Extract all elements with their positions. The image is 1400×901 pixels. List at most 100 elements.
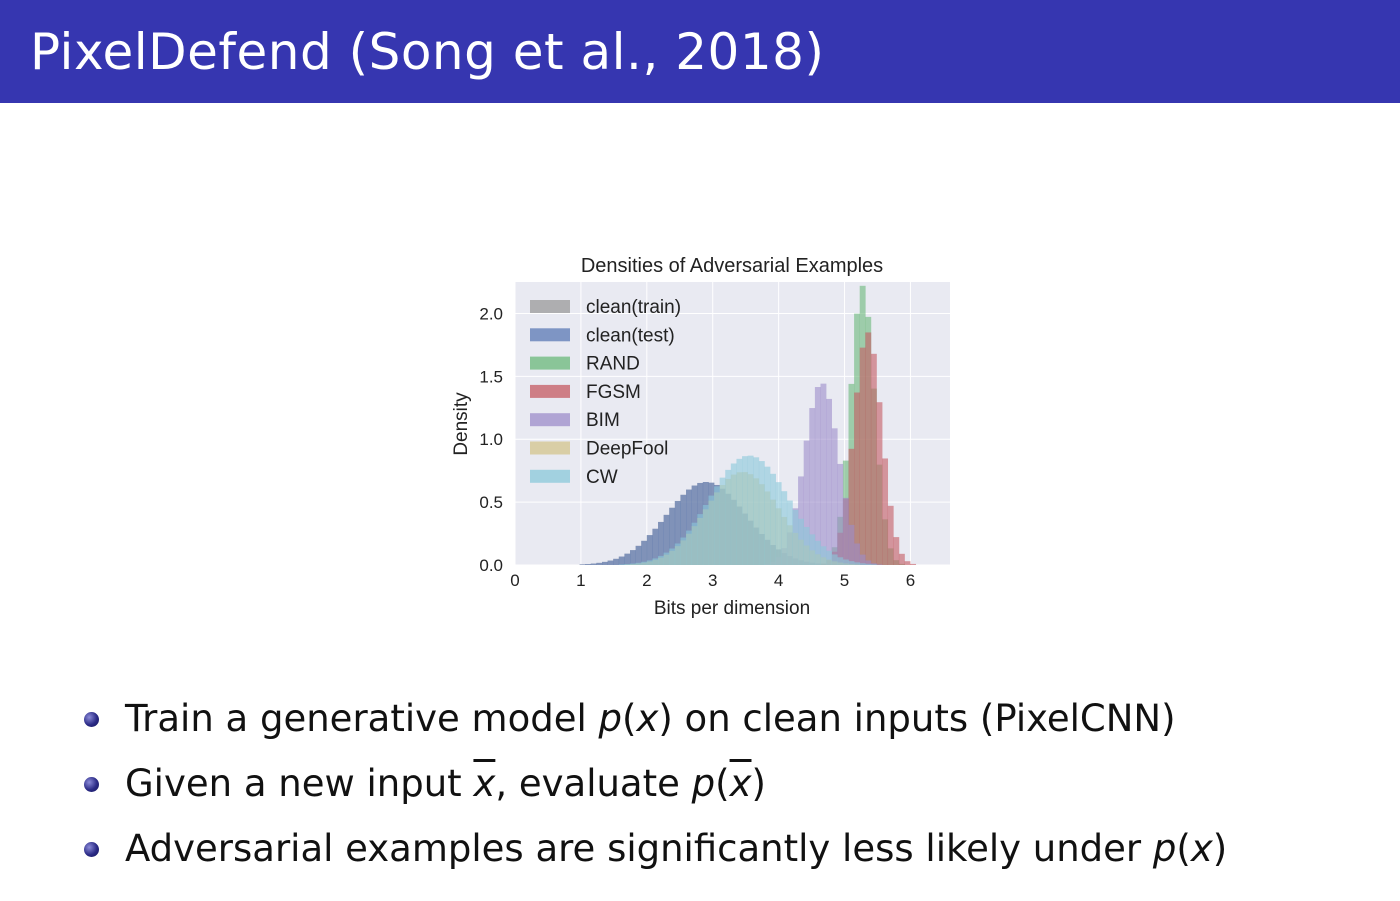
histogram-bar	[848, 448, 855, 565]
math-paren: )	[751, 762, 766, 805]
histogram-bar	[652, 558, 659, 565]
legend-label: CW	[586, 467, 618, 488]
math-x-bar: x	[729, 762, 752, 805]
x-tick-labels: 0 1 2 3 4 5 6	[510, 571, 915, 590]
x-tick-label: 3	[708, 571, 717, 590]
legend-swatch	[530, 384, 570, 398]
histogram-bar	[725, 469, 732, 565]
histogram-bar	[652, 528, 659, 565]
bullet-dot	[84, 777, 99, 792]
math-paren: )	[658, 697, 673, 740]
histogram-bar	[736, 458, 743, 565]
histogram-bar	[674, 543, 681, 565]
histogram-bar	[691, 522, 698, 565]
histogram-bar	[764, 466, 771, 565]
histogram-bar	[887, 505, 894, 565]
histogram-bar	[882, 458, 889, 565]
histogram-bar	[669, 548, 676, 565]
legend-label: DeepFool	[586, 439, 668, 460]
histogram-bar	[809, 534, 816, 565]
histogram-bar	[842, 559, 849, 565]
x-tick-label: 6	[906, 571, 915, 590]
histogram-bar	[837, 463, 844, 565]
legend: clean(train) clean(test) RAND FGSM BIM DeepFo…	[530, 297, 681, 488]
histogram-bar	[904, 561, 911, 565]
y-tick-label: 0.5	[479, 493, 503, 512]
histogram-bar	[820, 546, 827, 565]
bullet-item-3: Adversarial examples are significantly l…	[80, 820, 1380, 885]
histogram-bar	[730, 463, 737, 565]
histogram-bar	[680, 494, 687, 565]
histogram-bar	[842, 497, 849, 565]
math-x: x	[1190, 827, 1213, 870]
histogram-bar	[792, 509, 799, 565]
histogram-bar	[814, 540, 821, 565]
histogram-bar	[859, 554, 866, 565]
legend-swatch	[530, 356, 570, 370]
histogram-bar	[697, 514, 704, 565]
histogram-bar	[602, 561, 608, 565]
slide-header: PixelDefend (Song et al., 2018)	[0, 0, 1400, 103]
histogram-bar	[775, 482, 782, 565]
histogram-bar	[848, 524, 855, 565]
bullet-text: Given a new input	[125, 762, 474, 805]
histogram-bar	[820, 383, 827, 565]
histogram-bar	[910, 563, 917, 565]
density-chart: Densities of Adversarial Examples 0 1 2 3 4 5…	[440, 245, 980, 630]
math-p: p	[691, 762, 716, 805]
x-tick-label: 5	[840, 571, 849, 590]
histogram-bar	[854, 543, 861, 565]
y-tick-label: 2.0	[479, 304, 503, 323]
math-paren: (	[715, 762, 730, 805]
y-tick-label: 0.0	[479, 556, 503, 575]
histogram-bar	[658, 521, 664, 565]
histogram-bar	[893, 537, 900, 565]
histogram-bar	[630, 563, 636, 565]
histogram-bar	[786, 500, 793, 565]
histogram-bar	[831, 554, 838, 565]
histogram-bar	[803, 526, 810, 565]
histogram-bar	[753, 457, 760, 565]
histogram-bar	[596, 562, 603, 565]
histogram-bar	[680, 537, 687, 565]
histogram-bar	[579, 564, 586, 565]
histogram-bar	[658, 555, 664, 565]
legend-label: clean(train)	[586, 297, 681, 318]
histogram-bar	[719, 477, 726, 565]
histogram-bar	[826, 398, 832, 565]
histogram-bar	[641, 561, 648, 565]
histogram-bar	[686, 489, 692, 565]
histogram-bar	[646, 560, 653, 565]
histogram-bar	[814, 387, 821, 565]
histogram-bar	[848, 561, 855, 565]
histogram-bar	[635, 545, 642, 565]
histogram-bar	[613, 558, 620, 565]
bullet-text: , evaluate	[495, 762, 692, 805]
bullet-list: Train a generative model p(x) on clean i…	[80, 690, 1380, 885]
histogram-bar	[876, 564, 883, 565]
histogram-bars	[579, 285, 917, 565]
bullet-item-1: Train a generative model p(x) on clean i…	[80, 690, 1380, 755]
histogram-bar	[686, 530, 692, 565]
x-tick-label: 0	[510, 571, 519, 590]
bullet-text: Adversarial examples are significantly l…	[125, 827, 1153, 870]
histogram-bar	[803, 440, 810, 565]
histogram-bar	[624, 564, 631, 565]
histogram-bar	[630, 550, 636, 565]
histogram-bar	[859, 563, 866, 565]
histogram-bar	[674, 500, 681, 565]
histogram-bar	[758, 461, 765, 565]
histogram-bar	[854, 392, 861, 565]
histogram-bar	[618, 556, 625, 565]
y-axis-label: Density	[451, 392, 472, 456]
histogram-bar	[714, 486, 720, 565]
chart-title: Densities of Adversarial Examples	[581, 255, 883, 277]
histogram-bar	[624, 553, 631, 565]
histogram-bar	[865, 332, 872, 565]
bullet-dot	[84, 842, 99, 857]
histogram-bar	[742, 456, 748, 565]
histogram-bar	[747, 455, 754, 565]
histogram-bar	[618, 564, 625, 565]
slide-title: PixelDefend (Song et al., 2018)	[30, 23, 825, 81]
legend-swatch	[530, 413, 570, 427]
